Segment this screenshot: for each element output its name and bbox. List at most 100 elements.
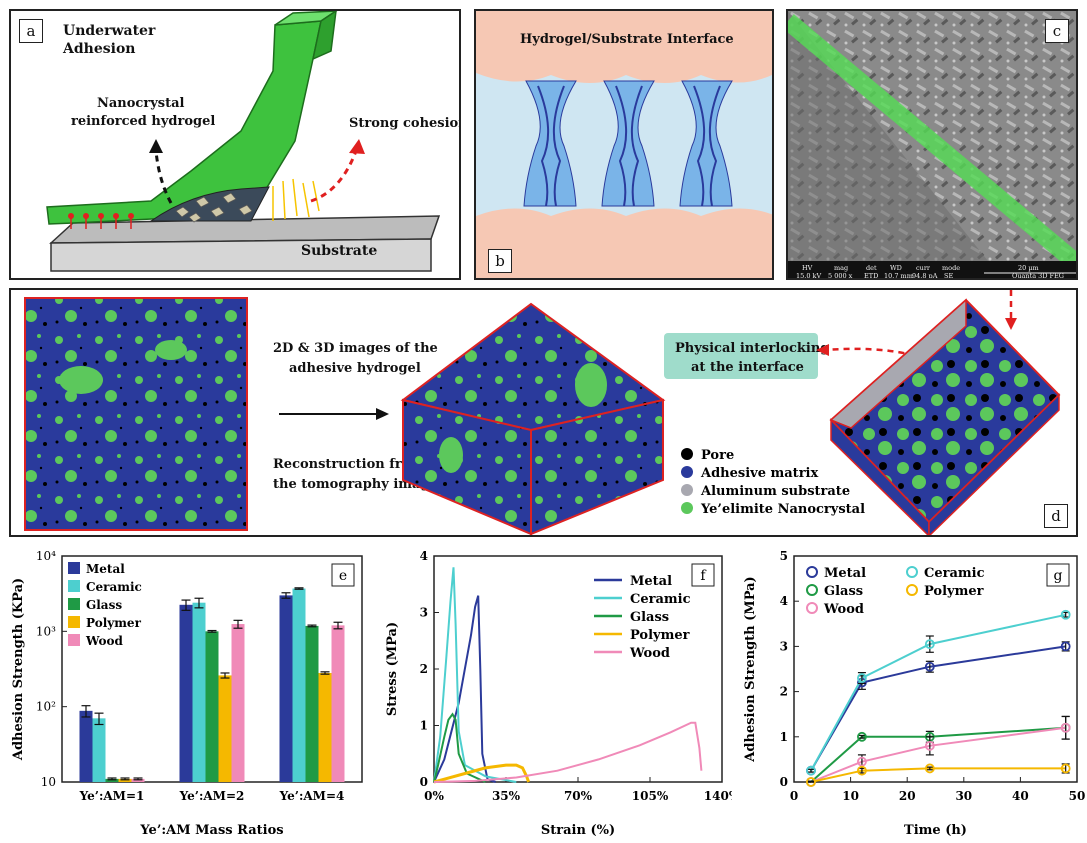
panel-a-illustration: Underwater Adhesion Nanocrystal reinforc… [46, 11, 459, 272]
chart-f-legend-label: Polymer [630, 628, 690, 643]
chart-g-point [1060, 722, 1071, 733]
sem-value-curr: 94.8 pA [912, 272, 938, 280]
chart-f-panel-box [691, 563, 715, 587]
panel-a-title-line2: Adhesion [62, 41, 135, 57]
chart-e-bar [318, 672, 332, 782]
panel-d-legend: Pore Adhesive matrix Aluminum substrate … [681, 448, 865, 517]
chart-e-category-label: Ye’:AM=1 [79, 789, 145, 803]
chart-f-ytick-label: 1 [420, 719, 428, 733]
chart-e-legend-label: Ceramic [86, 580, 142, 594]
chart-e-bar [205, 631, 219, 782]
chart-e-legend-swatch [68, 562, 80, 574]
chart-e-bar [331, 625, 345, 782]
panel-a-hydrogel-line1: Nanocrystal [97, 96, 184, 111]
chart-f-series-line [433, 712, 486, 783]
sem-value-hv: 15.0 kV [796, 272, 821, 280]
sem-header-mag: mag [834, 264, 848, 272]
chart-g-frame [793, 555, 1078, 783]
chart-g-legend-marker [806, 602, 818, 614]
panel-a-substrate: Substrate [301, 243, 377, 259]
chart-e-panel-label: e [339, 568, 347, 584]
chart-f-ytick-label: 3 [420, 606, 428, 620]
chart-g-legend-label: Wood [823, 602, 864, 617]
chart-g-ytick-label: 4 [780, 594, 788, 608]
legend-label-matrix: Adhesive matrix [700, 466, 818, 481]
legend-label-pore: Pore [701, 448, 734, 463]
chart-e-legend-label: Metal [86, 562, 125, 576]
chart-e-bar [305, 625, 319, 782]
chart-e-category-label: Ye’:AM=2 [179, 789, 245, 803]
sem-header-det: det [866, 264, 877, 272]
chart-e-xlabel: Ye’:AM Mass Ratios [139, 823, 283, 838]
chart-g-legend-label: Glass [824, 584, 863, 599]
chart-g-xtick-label: 50 [1069, 789, 1086, 803]
chart-g-point [924, 639, 935, 650]
legend-swatch-substrate [681, 484, 693, 496]
panel-d-images-line1: 2D & 3D images of the [273, 341, 438, 356]
chart-g-point [806, 765, 816, 776]
chart-e-bar [218, 675, 232, 782]
chart-g-point [857, 731, 867, 742]
panel-d-interlock-line2: at the interface [691, 360, 804, 375]
sem-value-mode: SE [944, 272, 953, 280]
chart-e-bar [231, 624, 245, 782]
chart-g-xtick-label: 40 [1012, 789, 1029, 803]
panel-b: Hydrogel/Substrate Interface b [474, 9, 774, 280]
chart-g-point [857, 765, 867, 776]
chart-e: 10 10² 10³ 10⁴ Ye’:AM=1 Ye’:AM=2 Ye’:AM=4 Metal… [11, 549, 363, 838]
chart-e-bar [92, 718, 106, 782]
panel-c-label: c [1045, 19, 1069, 43]
chart-f-ytick-label: 2 [420, 662, 428, 676]
legend-swatch-nanocrystal [681, 502, 693, 514]
panel-d-images-line2: adhesive hydrogel [289, 361, 421, 376]
chart-g-point [1060, 763, 1071, 774]
chart-g-point [1060, 609, 1071, 620]
chart-e-bar [279, 595, 293, 782]
sem-value-mag: 5 000 x [828, 272, 853, 280]
sem-brand: Quanta 3D FEG [1012, 272, 1064, 280]
panel-b-illustration: Hydrogel/Substrate Interface [476, 32, 772, 216]
chart-g-ylabel: Adhesion Strength (MPa) [743, 576, 758, 762]
legend-label-substrate: Aluminum substrate [700, 484, 850, 499]
panel-d-recon-line1: Reconstruction from [273, 457, 424, 472]
chart-f-xtick-label: 70% [564, 789, 593, 803]
chart-g-xtick-label: 20 [899, 789, 916, 803]
legend-label-nanocrystal: Ye’elimite Nanocrystal [700, 502, 865, 517]
chart-e-legend-label: Wood [85, 634, 124, 648]
chart-g-legend-label: Polymer [924, 584, 984, 599]
chart-g-xtick-label: 30 [955, 789, 972, 803]
chart-e-bar [131, 778, 145, 782]
chart-g-series-line [810, 645, 1066, 772]
panel-d-recon-line2: the tomography images [273, 477, 445, 492]
panel-b-interface-label: Hydrogel/Substrate Interface [520, 32, 734, 47]
chart-e-bar [105, 778, 119, 782]
chart-f-xlabel: Strain (%) [541, 823, 615, 838]
sem-header-curr: curr [916, 264, 931, 272]
chart-g-series-line [810, 613, 1066, 772]
panel-d-label: d [1044, 504, 1068, 528]
chart-f-xtick-label: 0% [424, 789, 444, 803]
chart-g-legend-marker [906, 584, 918, 596]
chart-g-point [924, 763, 935, 774]
chart-e-ylabel: Adhesion Strength (KPa) [11, 578, 26, 761]
chart-g-point [1060, 641, 1071, 652]
chart-f-xtick-label: 35% [492, 789, 521, 803]
chart-e-bar [118, 778, 132, 782]
chart-g-ytick-label: 1 [780, 730, 788, 744]
chart-e-panel-box [331, 563, 355, 587]
chart-g-ytick-label: 0 [780, 775, 788, 789]
panel-a-title-line1: Underwater [63, 23, 156, 39]
chart-g-point [924, 661, 935, 672]
chart-f-xtick-label: 105% [632, 789, 669, 803]
chart-g-legend-marker [806, 584, 818, 596]
chart-f-ylabel: Stress (MPa) [385, 622, 400, 716]
chart-f-legend-label: Metal [630, 574, 672, 589]
chart-g-point [857, 673, 867, 683]
chart-g-ytick-label: 2 [780, 685, 788, 699]
chart-g-panel-label: g [1054, 568, 1063, 584]
chart-e-legend-swatch [68, 616, 80, 628]
chart-g-series-line [810, 726, 1066, 783]
chart-g-ytick-label: 5 [780, 549, 788, 563]
panel-a: Underwater Adhesion Nanocrystal reinforc… [9, 9, 461, 280]
chart-e-bar [192, 602, 206, 782]
